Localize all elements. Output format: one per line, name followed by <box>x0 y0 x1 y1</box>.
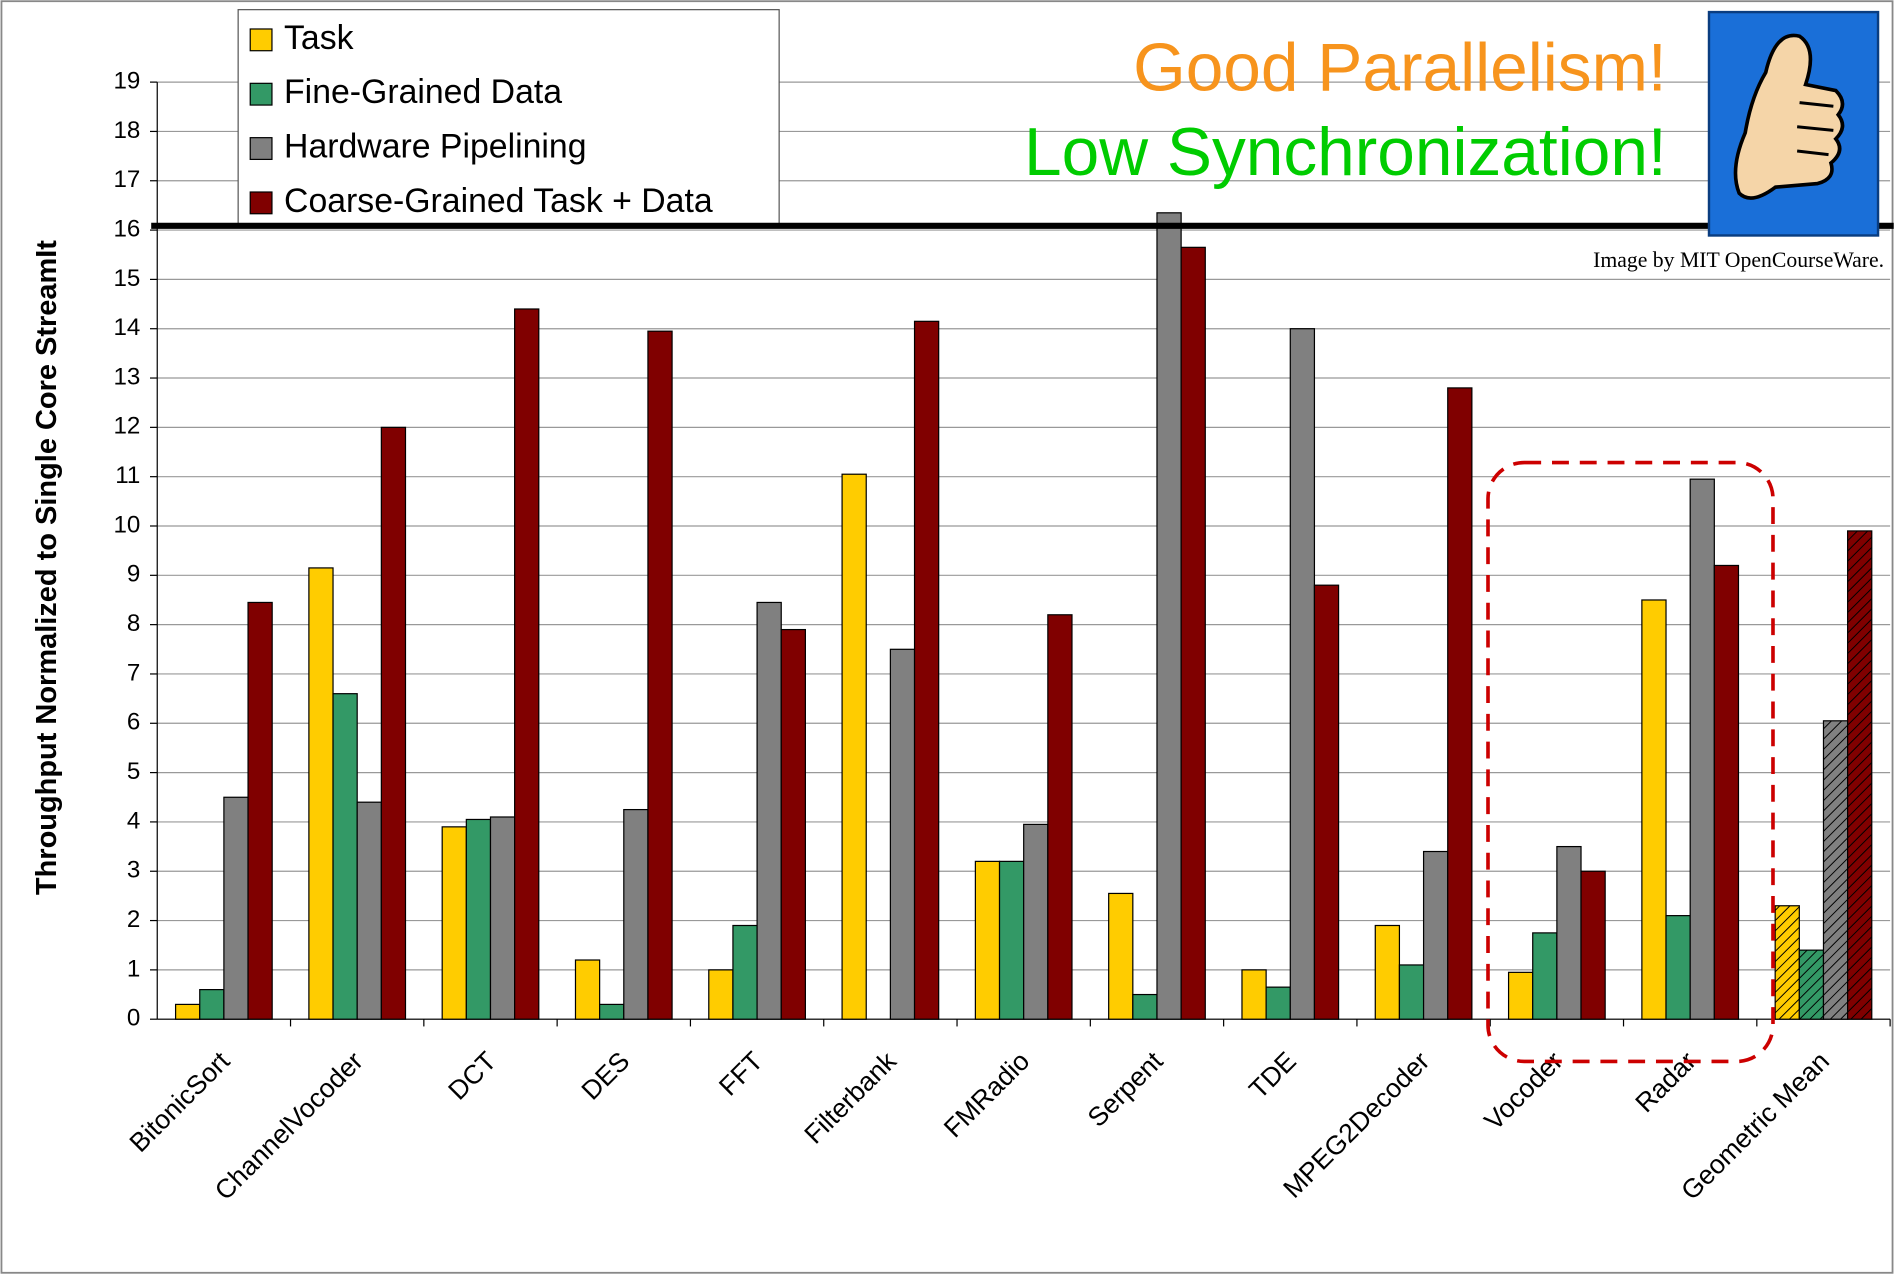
y-tick-label: 16 <box>113 215 140 242</box>
bar <box>780 628 806 1020</box>
bar <box>223 796 249 1020</box>
bar <box>1180 246 1206 1020</box>
bar <box>1689 478 1715 1020</box>
bar <box>1023 823 1049 1020</box>
legend-label: Task <box>284 19 354 57</box>
bar <box>599 1003 625 1020</box>
legend-swatch <box>249 28 273 52</box>
y-tick-label: 17 <box>113 166 140 193</box>
bar <box>332 693 358 1020</box>
bar <box>1313 584 1340 1020</box>
bar <box>1156 212 1182 1020</box>
bar <box>732 924 758 1020</box>
highlight-box <box>1486 460 1775 1064</box>
y-tick-label: 13 <box>113 363 140 390</box>
bar <box>913 320 940 1020</box>
y-tick-label: 8 <box>127 610 140 637</box>
credit: Image by MIT OpenCourseWare. <box>1593 248 1884 272</box>
bar <box>1713 564 1740 1020</box>
bar <box>199 989 225 1020</box>
bar <box>574 959 601 1020</box>
y-tick-label: 3 <box>127 857 140 884</box>
legend-swatch <box>249 137 273 161</box>
bar <box>380 426 407 1020</box>
y-tick-label: 1 <box>127 955 140 982</box>
bar <box>308 567 334 1020</box>
legend-swatch <box>249 82 273 106</box>
y-tick-label: 15 <box>113 265 140 292</box>
bar <box>889 648 916 1020</box>
bar <box>247 601 273 1020</box>
bar <box>1774 905 1800 1020</box>
bar <box>974 860 1001 1020</box>
bar <box>1556 845 1582 1020</box>
y-tick-label: 14 <box>113 314 140 341</box>
bar <box>514 308 540 1020</box>
legend-label: Fine-Grained Data <box>284 73 562 111</box>
bar <box>1580 870 1606 1020</box>
bar <box>1241 969 1267 1020</box>
bar <box>1374 924 1401 1020</box>
bar <box>356 801 382 1020</box>
legend-label: Coarse-Grained Task + Data <box>284 182 713 220</box>
bar <box>465 818 492 1020</box>
y-tick-label: 5 <box>127 758 140 785</box>
y-tick-label: 18 <box>113 117 140 144</box>
bar <box>1847 530 1873 1020</box>
y-tick-label: 11 <box>115 462 140 489</box>
bar <box>1641 599 1667 1020</box>
bar <box>489 816 516 1020</box>
bar <box>174 1003 201 1020</box>
bar <box>1047 614 1073 1020</box>
bar <box>1507 971 1534 1020</box>
y-tick-label: 6 <box>127 709 140 736</box>
bar <box>1798 949 1825 1020</box>
bar <box>1422 850 1449 1020</box>
y-tick-label: 19 <box>113 67 140 94</box>
bar <box>841 473 867 1020</box>
bar <box>1665 915 1691 1020</box>
bar <box>623 808 649 1020</box>
y-tick-label: 9 <box>127 561 140 588</box>
thumbs-up-icon <box>1707 10 1880 237</box>
legend-swatch <box>249 191 273 215</box>
y-tick-label: 2 <box>127 906 140 933</box>
y-tick-label: 10 <box>113 511 140 538</box>
bar <box>647 330 673 1020</box>
bar <box>1132 993 1158 1020</box>
bar <box>1532 932 1558 1020</box>
bar <box>1108 892 1134 1020</box>
bar <box>1822 720 1849 1020</box>
y-axis-label: Throughput Normalized to Single Core Str… <box>31 240 63 895</box>
bar <box>1289 328 1316 1020</box>
y-tick-label: 12 <box>113 413 140 440</box>
annotation: Good Parallelism! <box>1133 30 1667 105</box>
bar <box>1447 387 1473 1020</box>
bar <box>756 601 782 1020</box>
bar <box>998 860 1025 1020</box>
legend: Task Fine-Grained Data Hardware Pipelining… <box>237 9 780 226</box>
bar <box>1398 964 1425 1020</box>
legend-box <box>237 9 780 226</box>
y-tick-label: 7 <box>127 659 140 686</box>
bar <box>1265 986 1291 1020</box>
legend-label: Hardware Pipelining <box>284 127 586 165</box>
annotation: Low Synchronization! <box>1024 115 1667 190</box>
bar <box>708 969 734 1020</box>
y-tick-label: 4 <box>127 807 140 834</box>
bar <box>441 826 467 1020</box>
y-tick-label: 0 <box>127 1005 140 1032</box>
